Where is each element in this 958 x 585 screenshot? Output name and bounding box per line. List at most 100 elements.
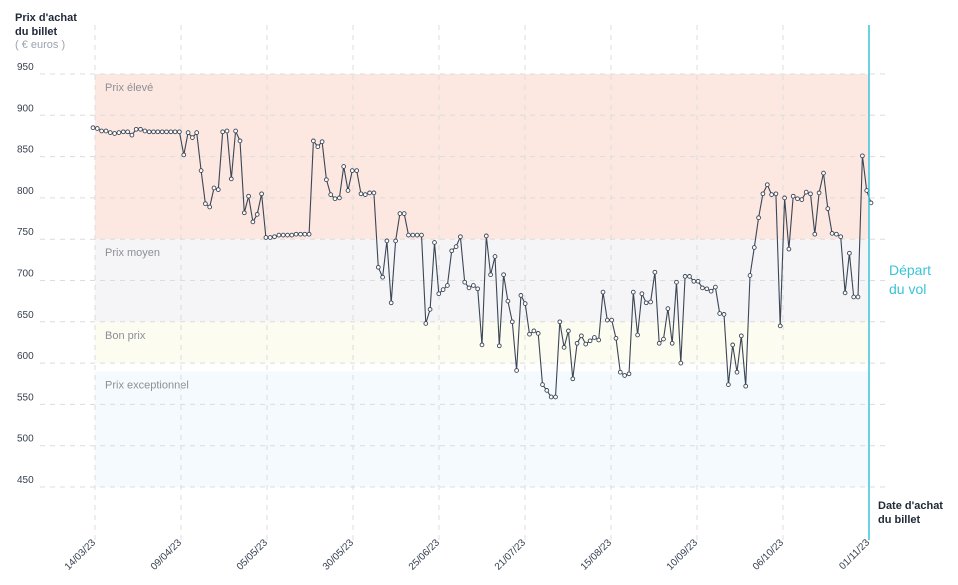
- y-tick-label: 800: [17, 186, 34, 197]
- data-point: [548, 394, 554, 400]
- data-point: [241, 210, 247, 216]
- data-point: [795, 196, 800, 202]
- data-point: [419, 232, 424, 238]
- data-point: [864, 188, 870, 193]
- data-point: [177, 129, 182, 135]
- data-point: [354, 168, 360, 173]
- data-point: [544, 388, 550, 393]
- data-point: [445, 283, 450, 288]
- data-point: [708, 288, 714, 294]
- data-point: [250, 219, 256, 225]
- data-point: [777, 323, 783, 329]
- data-point: [280, 232, 286, 238]
- data-point: [397, 211, 403, 216]
- y-tick-label: 500: [17, 434, 34, 445]
- x-tick-label: 10/09/23: [665, 537, 701, 573]
- data-point: [829, 231, 835, 236]
- data-point: [453, 244, 459, 249]
- data-point: [315, 144, 321, 150]
- data-point: [99, 128, 104, 134]
- data-point: [665, 306, 671, 311]
- zone-label: Prix moyen: [105, 247, 160, 259]
- data-point: [388, 300, 394, 306]
- data-point: [285, 232, 290, 238]
- data-point: [648, 299, 653, 305]
- y-axis-title: Prix d'achat du billet: [15, 11, 105, 39]
- data-point: [674, 279, 679, 285]
- data-point: [678, 360, 684, 366]
- data-point: [730, 342, 736, 348]
- y-tick-label: 900: [17, 103, 34, 114]
- data-point: [682, 274, 688, 279]
- data-point: [535, 331, 541, 336]
- data-point: [375, 264, 381, 270]
- data-point: [790, 193, 796, 199]
- data-point: [146, 129, 152, 135]
- data-point: [328, 192, 334, 197]
- data-point: [821, 170, 826, 176]
- data-point: [159, 129, 165, 135]
- data-point: [164, 129, 169, 135]
- data-point: [293, 231, 299, 237]
- data-point: [259, 191, 264, 197]
- data-point: [596, 337, 602, 343]
- data-point: [302, 231, 308, 237]
- data-point: [496, 343, 502, 349]
- data-point: [133, 126, 139, 132]
- data-point: [155, 129, 161, 135]
- data-point: [458, 234, 463, 240]
- data-point: [198, 168, 204, 173]
- data-point: [116, 130, 122, 135]
- data-point: [341, 164, 347, 169]
- x-axis-ticks: 14/03/23 09/04/23 05/05/23 30/05/23 25/06/23…: [63, 537, 873, 573]
- departure-label-line2: du vol: [889, 281, 927, 297]
- data-point: [440, 287, 446, 292]
- data-point: [834, 231, 839, 237]
- data-point: [557, 319, 563, 325]
- data-point: [237, 138, 243, 144]
- data-point: [661, 336, 666, 342]
- data-point: [289, 232, 295, 238]
- data-point: [103, 128, 109, 134]
- data-point: [393, 238, 398, 244]
- data-point: [687, 274, 692, 279]
- data-point: [272, 234, 277, 240]
- data-point: [691, 278, 697, 284]
- data-point: [518, 293, 524, 298]
- data-point: [311, 138, 316, 144]
- data-point: [246, 193, 251, 199]
- data-point: [808, 191, 813, 197]
- data-point: [185, 130, 191, 135]
- data-point: [769, 192, 774, 197]
- data-point: [276, 232, 282, 238]
- x-tick-label: 01/11/23: [837, 537, 872, 572]
- data-point: [319, 139, 325, 145]
- data-point: [747, 273, 753, 278]
- data-point: [168, 129, 174, 135]
- data-point: [756, 215, 761, 221]
- data-point: [406, 232, 411, 238]
- data-point: [414, 232, 420, 238]
- data-point: [816, 190, 822, 196]
- data-point: [492, 254, 498, 259]
- x-axis-title-line2: du billet: [878, 514, 921, 526]
- x-tick-label: 05/05/23: [235, 537, 271, 573]
- data-point: [475, 286, 481, 292]
- data-point: [764, 182, 770, 188]
- data-point: [120, 129, 126, 135]
- data-point: [799, 197, 805, 202]
- data-point: [522, 301, 528, 306]
- data-point: [181, 152, 187, 158]
- data-point: [743, 383, 749, 389]
- y-axis-unit: ( € euros ): [15, 39, 66, 51]
- data-point: [566, 328, 571, 334]
- data-point: [812, 231, 818, 237]
- y-axis-title-line2: du billet: [15, 26, 58, 38]
- data-point: [514, 368, 519, 373]
- data-point: [107, 130, 113, 135]
- data-point: [825, 206, 831, 211]
- data-point: [592, 335, 597, 340]
- data-point: [851, 294, 857, 300]
- data-point: [842, 290, 848, 296]
